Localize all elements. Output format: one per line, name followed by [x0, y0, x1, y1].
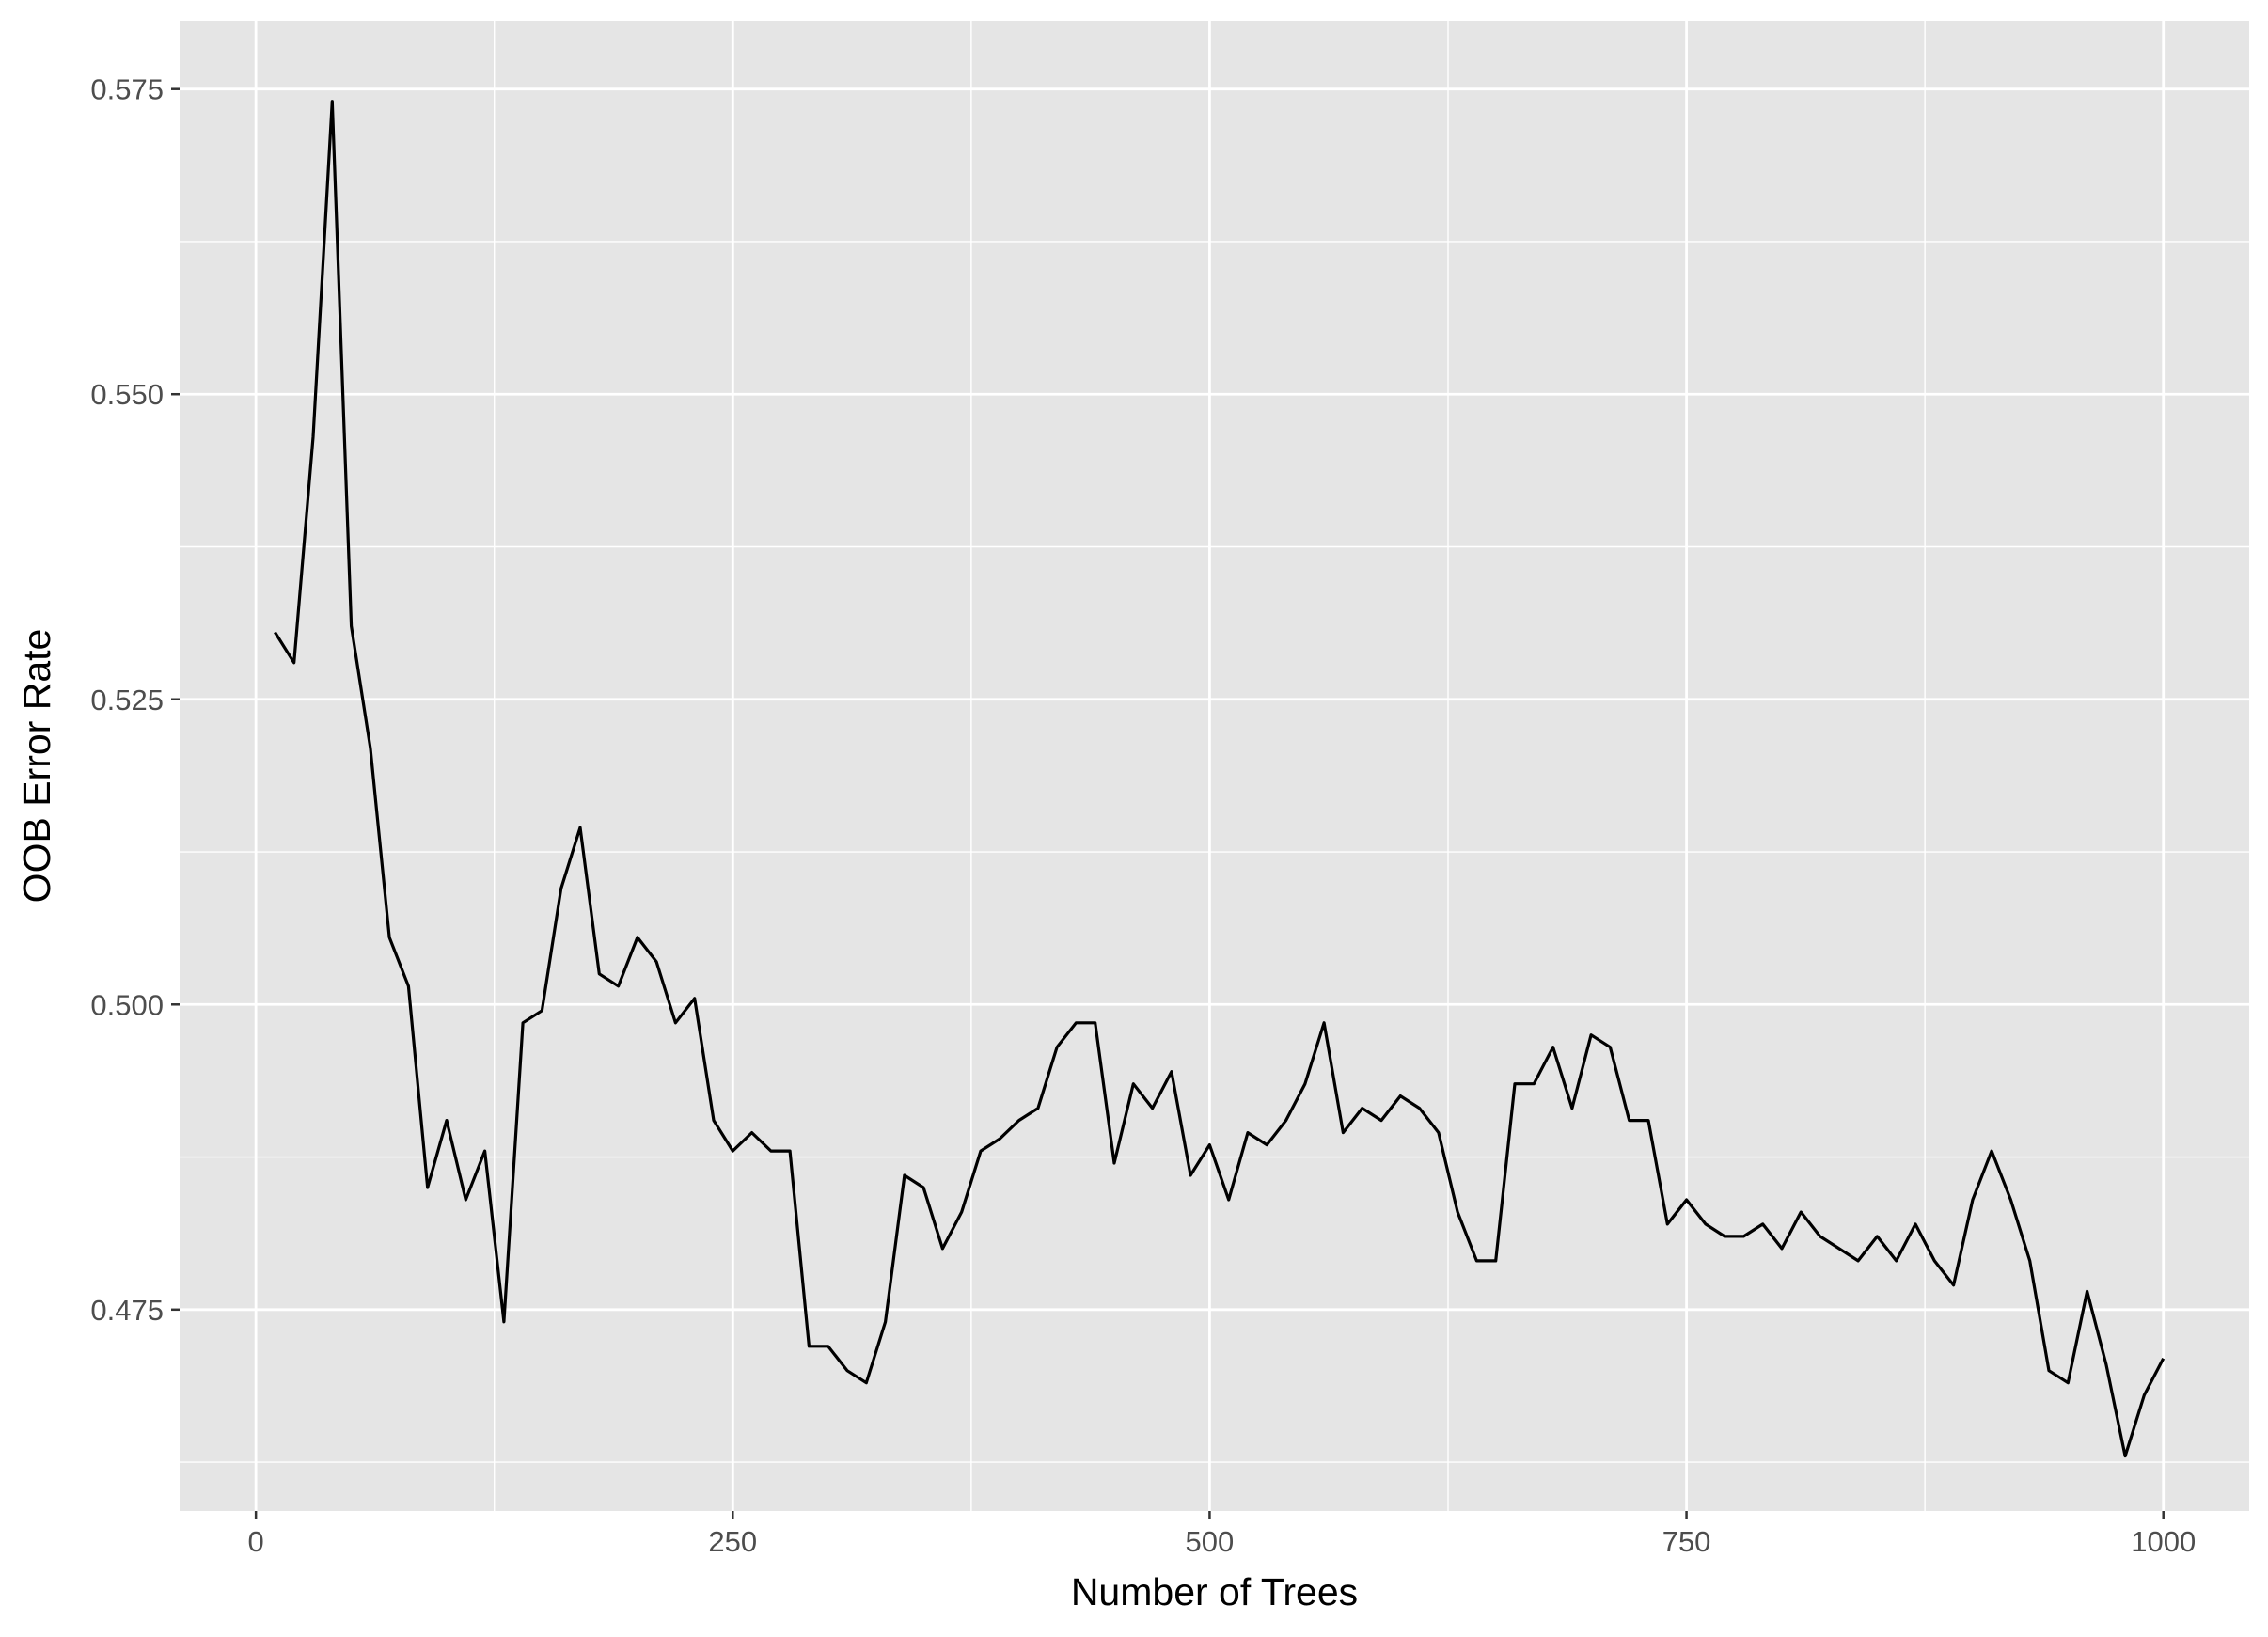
y-tick-label: 0.500: [90, 988, 164, 1021]
x-tick-label: 250: [708, 1525, 757, 1558]
series-group: [274, 100, 2166, 1458]
plot-panel: [180, 21, 2249, 1511]
y-tick-label: 0.475: [90, 1294, 164, 1327]
x-tick-label: 750: [1662, 1525, 1711, 1558]
y-tick-label: 0.525: [90, 684, 164, 716]
series-line: [274, 100, 2166, 1458]
x-tick-label: 500: [1186, 1525, 1235, 1558]
major-grid-lines: [180, 21, 2249, 1511]
y-tick-label: 0.575: [90, 73, 164, 106]
y-tick-label: 0.550: [90, 378, 164, 411]
x-axis-title: Number of Trees: [1071, 1570, 1358, 1613]
y-axis-title: OOB Error Rate: [15, 629, 58, 904]
x-tick-label: 1000: [2131, 1525, 2196, 1558]
x-axis: 0 250 500 750 1000: [248, 1511, 2196, 1558]
y-axis: 0.475 0.500 0.525 0.550 0.575: [90, 73, 180, 1327]
x-tick-label: 0: [248, 1525, 264, 1558]
